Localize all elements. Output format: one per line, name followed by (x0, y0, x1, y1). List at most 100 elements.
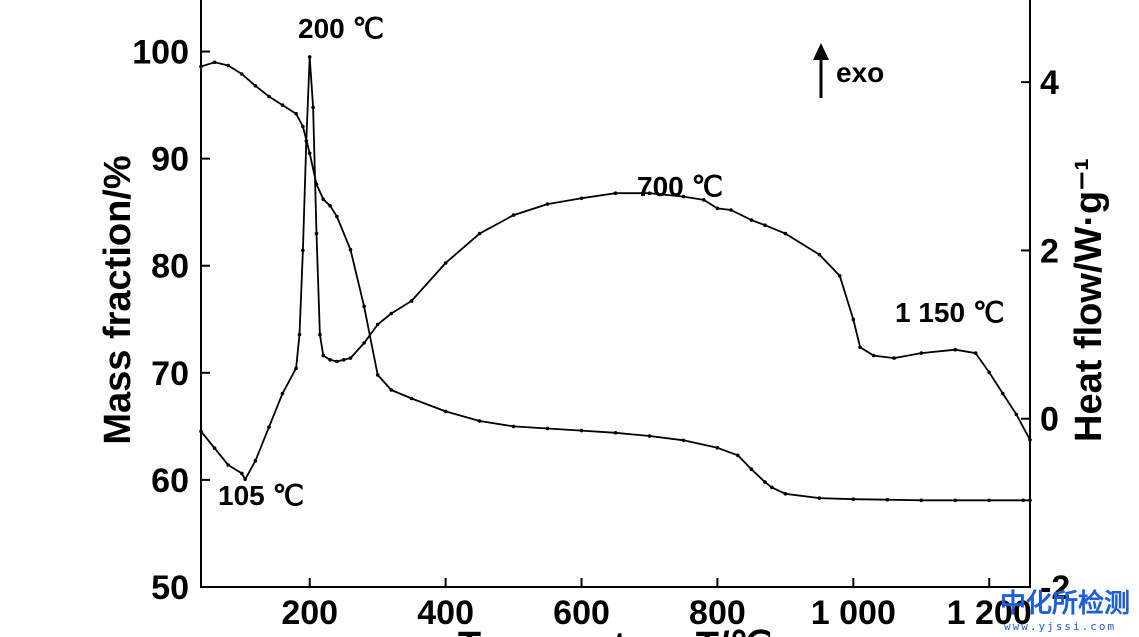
y-axis-right-title: Heat flow/W·g⁻¹ (1068, 158, 1110, 442)
heat-flow-point (307, 55, 312, 59)
heat-flow-point (545, 202, 550, 206)
mass-fraction-point (851, 497, 856, 502)
heat-flow-point (837, 273, 842, 278)
left-y-tick-label: 50 (151, 569, 189, 607)
mass-fraction-point (1021, 498, 1025, 503)
x-tick-label: 1 000 (811, 594, 896, 632)
mass-fraction-point (294, 111, 298, 116)
heat-flow-point (243, 477, 247, 482)
heat-flow-point (294, 366, 298, 371)
heat-flow-point (226, 463, 230, 467)
annotation-200c: 200 ℃ (298, 13, 384, 44)
mass-fraction-point (613, 431, 618, 435)
heat-flow-point (199, 429, 203, 434)
mass-fraction-point (681, 438, 686, 443)
heat-flow-point (267, 425, 271, 429)
heat-flow-point (1014, 412, 1019, 417)
heat-flow-point (647, 191, 652, 195)
heat-flow-point (348, 356, 353, 360)
heat-flow-point (321, 353, 326, 358)
mass-fraction-point (736, 453, 740, 458)
heat-flow-point (341, 358, 346, 362)
mass-fraction-point (226, 63, 230, 68)
heat-flow-point (715, 206, 720, 211)
heat-flow-point (763, 223, 767, 227)
mass-fraction-point (199, 64, 203, 69)
mass-fraction-point (579, 428, 584, 433)
mass-fraction-point (770, 485, 774, 490)
mass-fraction-point (240, 72, 244, 76)
heat-flow-point (871, 353, 876, 358)
x-tick-label: 400 (417, 594, 474, 632)
heat-flow-point (375, 322, 380, 327)
mass-fraction-point (477, 419, 482, 423)
heat-flow-point (987, 370, 991, 375)
heat-flow-point (328, 358, 332, 362)
right-y-tick-label: 4 (1040, 64, 1059, 102)
heat-flow-point (212, 446, 217, 451)
mass-fraction-point (817, 496, 822, 500)
heat-flow-point (280, 391, 285, 396)
heat-flow-point (1028, 438, 1032, 442)
mass-fraction-point (307, 151, 312, 156)
heat-flow-point (335, 359, 339, 364)
heat-flow-point (973, 351, 978, 355)
mass-fraction-point (919, 498, 924, 503)
heat-flow-point (919, 351, 924, 355)
annotation-105c: 105 ℃ (218, 480, 304, 511)
watermark-logo-text: 中化所检测 (1000, 588, 1130, 619)
heat-flow-point (579, 196, 584, 201)
mass-fraction-point (362, 304, 366, 309)
mass-fraction-point (885, 497, 890, 502)
heat-flow-point (613, 191, 618, 195)
annotation-1150c: 1 150 ℃ (895, 297, 1004, 328)
heat-flow-point (389, 311, 394, 316)
x-axis-ticks: 200 400 600 800 1 000 1 200 (281, 578, 1032, 632)
x-tick-label: 600 (553, 594, 610, 632)
heat-flow-point (304, 139, 309, 143)
heat-flow-point (297, 332, 302, 337)
mass-fraction-point (335, 214, 339, 219)
heat-flow-point (409, 299, 414, 303)
heat-flow-point (477, 231, 482, 236)
left-y-tick-label: 100 (132, 34, 189, 72)
x-tick-label: 1 200 (947, 594, 1032, 632)
mass-fraction-point (328, 204, 332, 208)
right-y-tick-label: -2 (1040, 569, 1070, 607)
heat-flow-point (953, 347, 958, 352)
mass-fraction-point (389, 388, 394, 392)
mass-fraction-point (749, 467, 754, 472)
mass-fraction-point (511, 424, 516, 429)
mass-fraction-point (348, 247, 353, 252)
heat-flow-point (443, 261, 448, 265)
annotation-700c: 700 ℃ (637, 171, 723, 202)
heat-flow-point (892, 356, 896, 360)
heat-flow-point (311, 105, 315, 110)
heat-flow-point (858, 345, 862, 350)
mass-fraction-point (321, 197, 326, 202)
left-y-tick-label: 80 (151, 248, 189, 286)
series-group (199, 55, 1032, 503)
left-y-axis-ticks: 50 60 70 80 90 100 (132, 34, 210, 607)
y-axis-left-title: Mass fraction/% (97, 155, 139, 444)
mass-fraction-point (253, 84, 258, 88)
heat-flow-point (851, 317, 856, 322)
mass-fraction-point (301, 124, 305, 129)
mass-fraction-point (647, 434, 652, 438)
heat-flow-point (314, 231, 319, 236)
heat-flow-point (1001, 391, 1005, 396)
right-y-tick-label: 0 (1040, 401, 1059, 439)
left-y-tick-label: 90 (151, 141, 189, 179)
mass-fraction-point (545, 426, 550, 431)
left-y-tick-label: 60 (151, 462, 189, 500)
mass-fraction-point (443, 409, 448, 414)
annotation-exo: exo (836, 57, 884, 88)
heat-flow-point (318, 332, 322, 337)
heat-flow-point (702, 198, 706, 202)
mass-fraction-point (1028, 498, 1032, 503)
mass-fraction-point (280, 103, 285, 107)
watermark-url: www.yjssi.com (1004, 620, 1116, 633)
x-tick-label: 200 (281, 594, 338, 632)
left-y-tick-label: 70 (151, 355, 189, 393)
